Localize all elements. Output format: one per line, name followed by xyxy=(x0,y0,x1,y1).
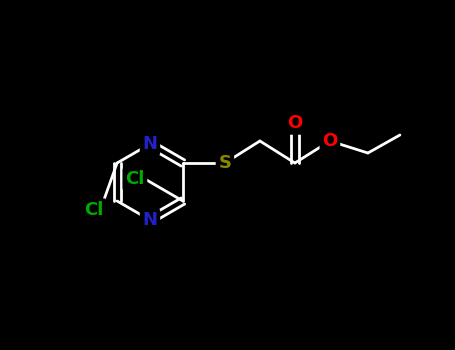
Text: Cl: Cl xyxy=(125,170,145,188)
Text: O: O xyxy=(287,114,303,132)
Text: N: N xyxy=(142,135,157,153)
Text: S: S xyxy=(218,154,232,172)
Text: Cl: Cl xyxy=(85,201,104,219)
Text: N: N xyxy=(142,211,157,229)
Text: O: O xyxy=(322,132,338,150)
